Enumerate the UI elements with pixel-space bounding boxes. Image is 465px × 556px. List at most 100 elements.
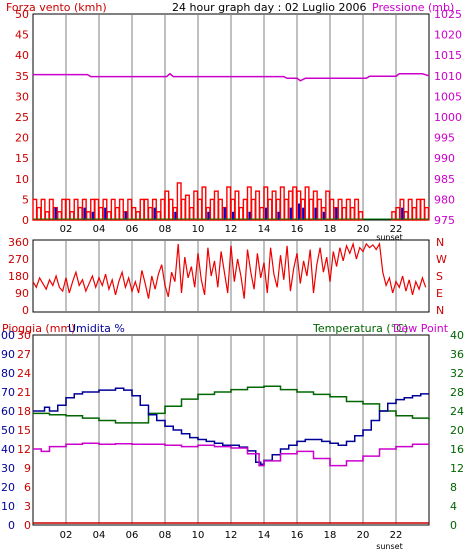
humidity-tick-label: 0 <box>8 519 15 532</box>
x-tick-label: 16 <box>291 224 304 235</box>
wind-gust-bar <box>401 207 404 220</box>
dew-point-line <box>33 442 429 467</box>
x-tick-label: 10 <box>192 224 205 235</box>
direction-tick-label: 270 <box>8 253 29 266</box>
x-tick-label: 10 <box>192 530 205 541</box>
wind-gust-bar <box>335 207 338 220</box>
wind-tick-label: 20 <box>15 132 29 145</box>
wind-gust-bar <box>298 203 301 220</box>
temperature-tick-label: 36 <box>450 348 464 361</box>
wind-gust-bar <box>174 211 177 220</box>
wind-gust-bar <box>207 211 210 220</box>
wind-gust-bar <box>248 211 251 220</box>
wind-tick-label: 10 <box>15 173 29 186</box>
temperature-line <box>33 385 430 424</box>
rain-tick-label: 6 <box>24 481 31 494</box>
x-tick-label: 08 <box>159 530 172 541</box>
pressure-tick-label: 990 <box>434 152 455 165</box>
x-tick-label: 08 <box>159 224 172 235</box>
x-tick-label: 18 <box>324 224 337 235</box>
x-tick-label: 02 <box>60 530 73 541</box>
wind-bar <box>424 206 430 221</box>
wind-bar <box>234 190 240 221</box>
pressure-tick-label: 975 <box>434 214 455 227</box>
x-tick-label: 06 <box>126 530 139 541</box>
direction-tick-label: 180 <box>8 270 29 283</box>
wind-gust-bar <box>124 211 127 220</box>
x-tick-label: 04 <box>93 224 106 235</box>
wind-tick-label: 35 <box>15 70 29 83</box>
wind-axis-label: Forza vento (kmh) <box>6 1 107 14</box>
temperature-tick-label: 24 <box>450 405 464 418</box>
x-tick-label: 22 <box>390 530 403 541</box>
pressure-tick-label: 1005 <box>434 90 462 103</box>
wind-gust-bar <box>91 211 94 220</box>
wind-bar <box>40 198 46 221</box>
rain-tick-label: 9 <box>24 462 31 475</box>
wind-bar <box>255 190 261 221</box>
x-tick-label: 20 <box>357 224 370 235</box>
wind-tick-label: 45 <box>15 29 29 42</box>
temperature-tick-label: 0 <box>450 519 457 532</box>
wind-bar <box>201 186 207 221</box>
rain-axis-label: Pioggia (mm) <box>2 322 75 335</box>
rain-tick-label: 21 <box>17 386 31 399</box>
humidity-tick-label: 90 <box>1 348 15 361</box>
temperature-tick-label: 32 <box>450 367 464 380</box>
pressure-tick-label: 1020 <box>434 29 462 42</box>
direction-tick-label: 360 <box>8 236 29 249</box>
rain-tick-label: 27 <box>17 348 31 361</box>
pressure-tick-label: 1000 <box>434 111 462 124</box>
temperature-tick-label: 12 <box>450 462 464 475</box>
direction-tick-label: 0 <box>22 304 29 317</box>
wind-gust-bar <box>232 211 235 220</box>
humidity-tick-label: 20 <box>1 481 15 494</box>
x-tick-label: 14 <box>258 530 271 541</box>
temperature-tick-label: 4 <box>450 500 457 513</box>
wind-gust-bar <box>314 207 317 220</box>
humidity-line <box>33 387 429 465</box>
x-tick-label: 16 <box>291 530 304 541</box>
sunset-label: sunset <box>376 542 403 551</box>
wind-gust-bar <box>54 207 57 220</box>
wind-bar <box>118 198 124 221</box>
wind-bar <box>358 211 364 221</box>
x-tick-label: 02 <box>60 224 73 235</box>
wind-gust-bar <box>265 207 268 220</box>
humidity-tick-label: 80 <box>1 367 15 380</box>
wind-tick-label: 30 <box>15 90 29 103</box>
wind-tick-label: 50 <box>15 8 29 21</box>
dew-point-axis-label: Dew Point <box>393 322 449 335</box>
direction-tick-label: 90 <box>15 287 29 300</box>
x-tick-label: 20 <box>357 530 370 541</box>
rain-tick-label: 18 <box>17 405 31 418</box>
pressure-tick-label: 1015 <box>434 49 462 62</box>
wind-gust-bar <box>322 211 325 220</box>
wind-gust-bar <box>104 207 107 220</box>
pressure-line <box>33 72 430 82</box>
pressure-tick-label: 985 <box>434 173 455 186</box>
humidity-tick-label: 10 <box>1 500 15 513</box>
temperature-tick-label: 40 <box>450 329 464 342</box>
temperature-tick-label: 8 <box>450 481 457 494</box>
humidity-tick-label: 70 <box>1 386 15 399</box>
temperature-tick-label: 28 <box>450 386 464 399</box>
sunset-label: sunset <box>376 233 403 242</box>
compass-label: W <box>436 253 447 266</box>
humidity-tick-label: 40 <box>1 443 15 456</box>
wind-bar <box>65 198 71 221</box>
rain-tick-label: 3 <box>24 500 31 513</box>
humidity-axis-label: Umidita % <box>68 322 125 335</box>
humidity-tick-label: 60 <box>1 405 15 418</box>
compass-label: N <box>436 236 444 249</box>
wind-bar <box>354 198 360 221</box>
pressure-tick-label: 980 <box>434 193 455 206</box>
rain-tick-label: 15 <box>17 424 31 437</box>
compass-label: N <box>436 304 444 317</box>
pressure-tick-label: 995 <box>434 132 455 145</box>
wind-tick-label: 5 <box>22 193 29 206</box>
x-tick-label: 06 <box>126 224 139 235</box>
wind-gust-bar <box>277 211 280 220</box>
compass-label: E <box>436 287 443 300</box>
